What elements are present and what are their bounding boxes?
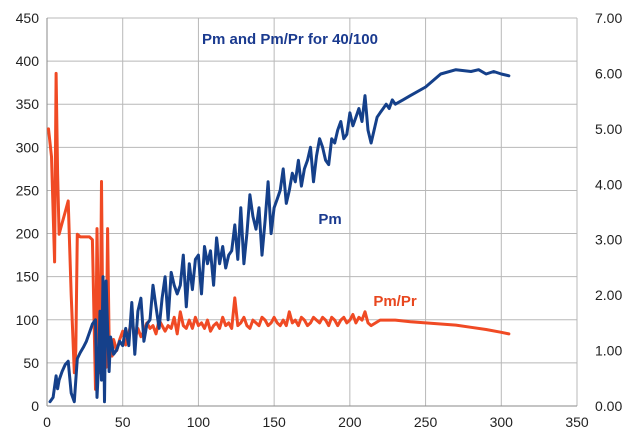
y2-tick-label: 2.00 [595, 287, 622, 303]
y-tick-label: 350 [16, 96, 40, 112]
y-tick-label: 300 [16, 139, 40, 155]
series-label-pm: Pm [318, 211, 341, 228]
y-tick-label: 200 [16, 226, 40, 242]
series-layer [47, 68, 511, 404]
y2-tick-label: 7.00 [595, 10, 622, 26]
x-tick-label: 150 [262, 414, 286, 430]
y-tick-label: 100 [16, 312, 40, 328]
y2-tick-label: 6.00 [595, 65, 622, 81]
x-tick-label: 100 [187, 414, 211, 430]
y-tick-label: 400 [16, 53, 40, 69]
y2-tick-label: 1.00 [595, 343, 622, 359]
y2-tick-label: 3.00 [595, 232, 622, 248]
y2-tick-label: 0.00 [595, 398, 622, 414]
series-line-pm [48, 68, 511, 404]
x-tick-label: 300 [490, 414, 514, 430]
y-tick-label: 0 [31, 398, 39, 414]
x-tick-label: 50 [115, 414, 131, 430]
y-tick-label: 450 [16, 10, 40, 26]
series-label-pm-pr: Pm/Pr [373, 293, 417, 310]
x-tick-label: 350 [565, 414, 589, 430]
x-tick-label: 200 [338, 414, 362, 430]
y-tick-label: 150 [16, 269, 40, 285]
x-tick-label: 0 [43, 414, 51, 430]
y-tick-label: 50 [23, 355, 39, 371]
y2-tick-label: 5.00 [595, 121, 622, 137]
y-tick-label: 250 [16, 182, 40, 198]
axes: 0 50 100 150 200 250 300 350 400 450 0.00 1.00 2.00 3… [16, 10, 623, 430]
x-tick-label: 250 [414, 414, 438, 430]
chart-title: Pm and Pm/Pr for 40/100 [202, 31, 378, 48]
y2-tick-label: 4.00 [595, 176, 622, 192]
